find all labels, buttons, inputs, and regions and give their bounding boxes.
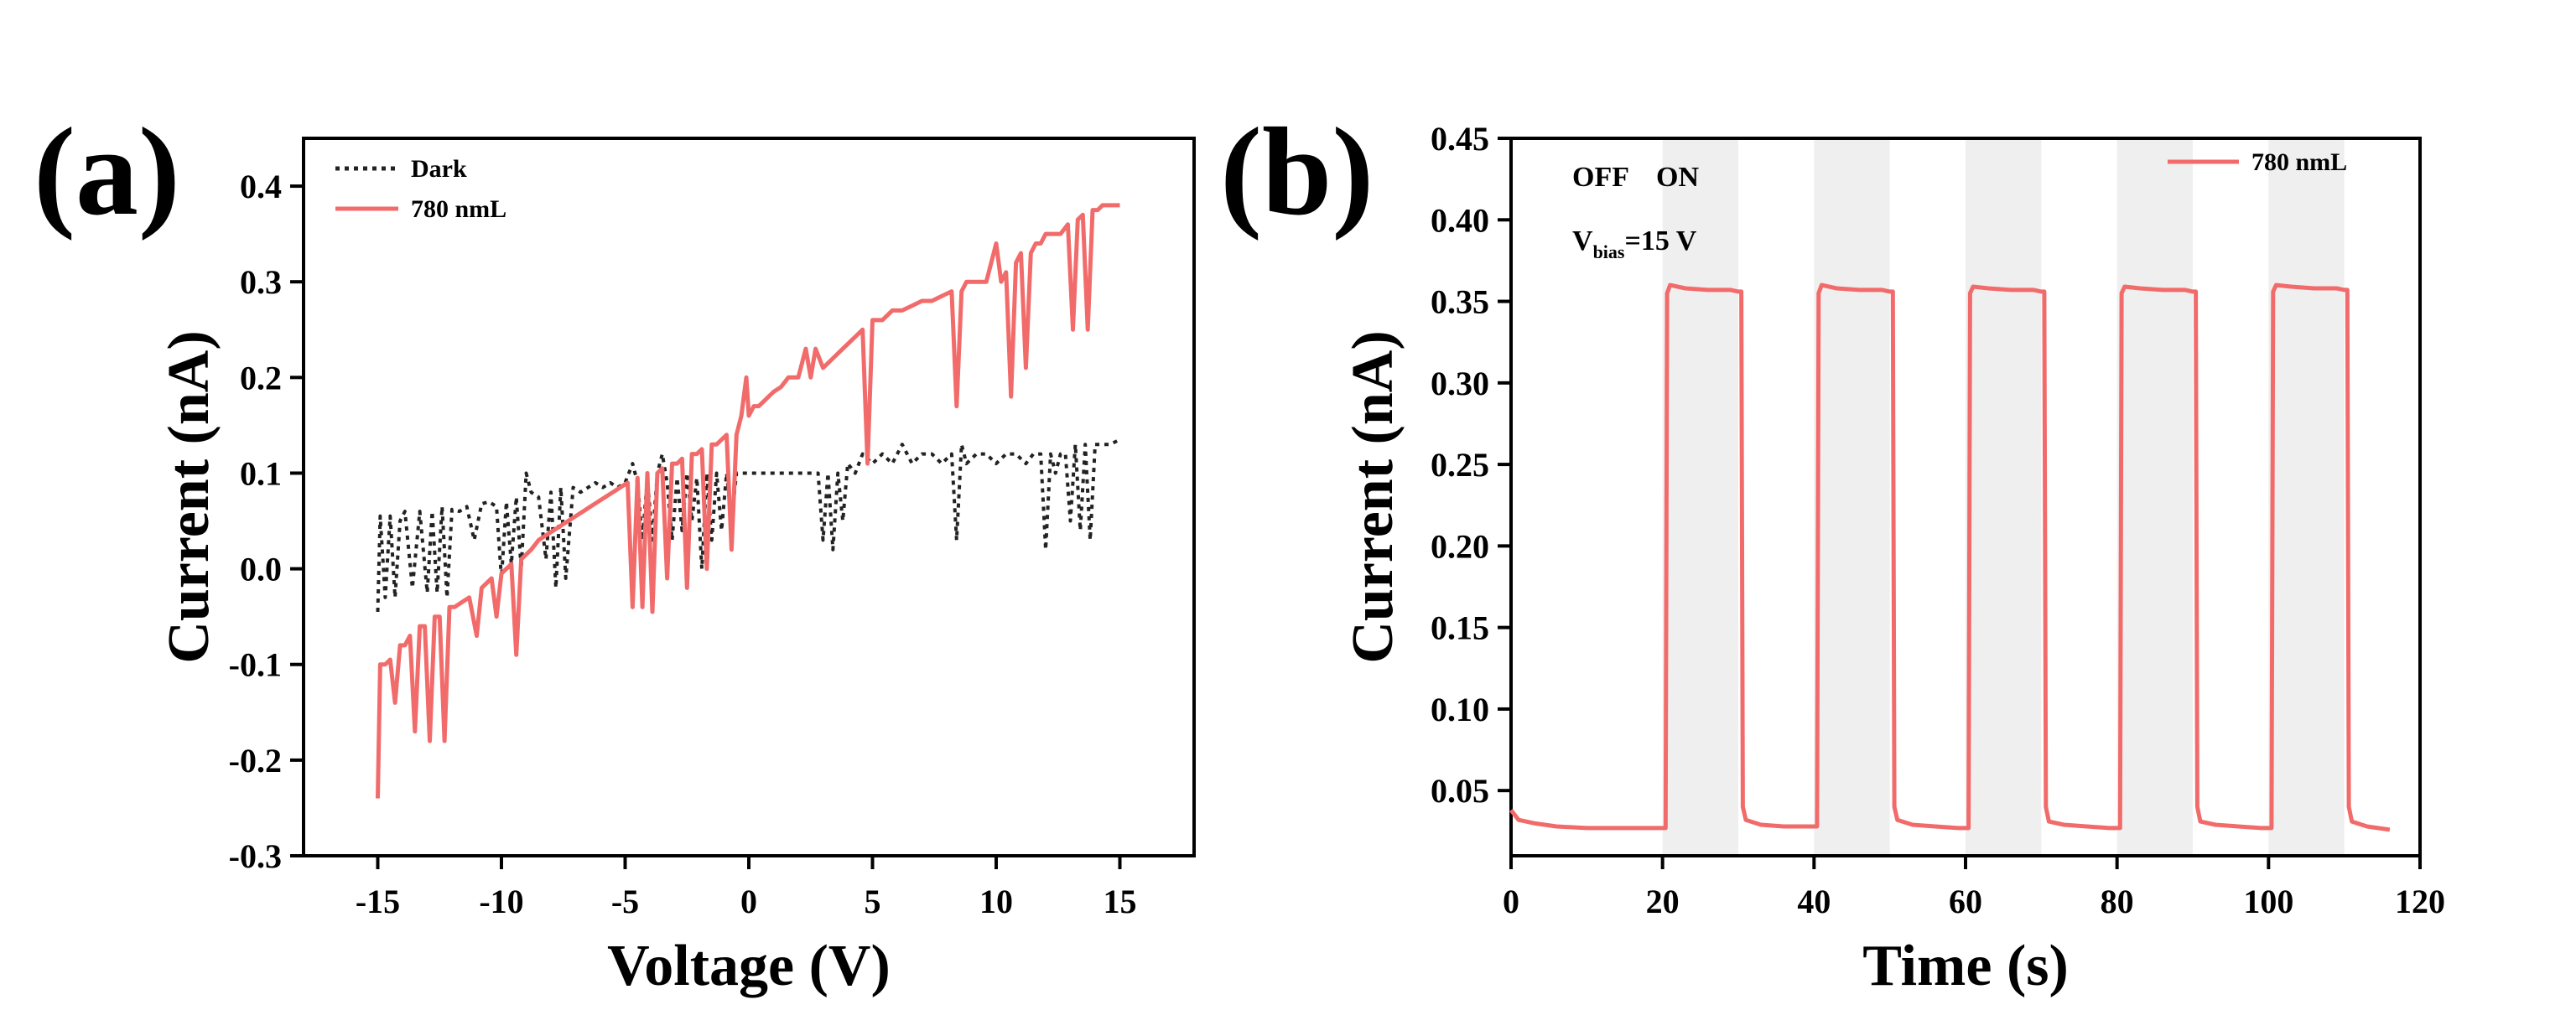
y-tick-label: -0.1	[229, 646, 282, 684]
legend-light-label: 780 nmL	[411, 195, 506, 223]
panel-a-chart: (a) -15 -10 -5 0 5 10 15 -0.3 -0.2 -0.1 0.0 0.1 0.2 0…	[34, 102, 1196, 998]
y-tick-label: 0.45	[1431, 120, 1489, 158]
y-tick-label: 0.05	[1431, 772, 1489, 810]
series-line-780-nml	[376, 203, 1120, 799]
panel-a-label: (a)	[34, 102, 180, 241]
x-tick-label: 0	[740, 883, 757, 920]
y-tick-label: -0.3	[229, 837, 282, 875]
x-tick-label: 40	[1797, 883, 1831, 920]
y-tick-label: 0.30	[1431, 365, 1489, 402]
panel-b-chart: (b) 0 20 40 60 80 100 1200.050.100.150.200.250…	[1220, 102, 2445, 998]
legend-dark-label: Dark	[411, 155, 467, 183]
on-period-band-1	[1662, 138, 1738, 856]
y-tick-label: 0.2	[240, 359, 282, 396]
bias-annotation: Vbias=15 V	[1572, 225, 1697, 262]
x-tick-label: 120	[2395, 883, 2445, 920]
series-line-780-nml	[1509, 282, 2391, 832]
panel-a-ticks: -15 -10 -5 0 5 10 15 -0.3 -0.2 -0.1 0.0 0.1 0.2 0.3 0.…	[229, 168, 1137, 920]
series-line-dark	[376, 438, 1121, 613]
y-tick-label: 0.35	[1431, 283, 1489, 321]
y-tick-label: 0.3	[240, 263, 282, 301]
panel-b-series	[1509, 282, 2391, 832]
legend-b-label: 780 nmL	[2251, 148, 2347, 176]
panel-a-y-axis-title: Current (nA)	[157, 330, 221, 663]
x-tick-label: 10	[979, 883, 1013, 920]
y-tick-label: 0.0	[240, 551, 282, 588]
y-tick-label: 0.4	[240, 168, 282, 205]
panel-b-y-axis-title: Current (nA)	[1341, 330, 1405, 663]
x-tick-label: -15	[356, 883, 400, 920]
panel-b-on-bands	[1662, 138, 2345, 856]
y-tick-label: 0.40	[1431, 201, 1489, 239]
on-label: ON	[1656, 162, 1699, 193]
y-tick-label: 0.25	[1431, 446, 1489, 484]
x-tick-label: 5	[865, 883, 881, 920]
off-label: OFF	[1572, 162, 1629, 193]
panel-b-x-axis-title: Time (s)	[1862, 934, 2069, 998]
panel-a-legend: Dark 780 nmL	[335, 155, 506, 223]
x-tick-label: 80	[2101, 883, 2134, 920]
x-tick-label: 100	[2243, 883, 2293, 920]
bias-value: =15 V	[1624, 225, 1696, 256]
panel-b-ticks: 0 20 40 60 80 100 120 0.05 0.10 0.15 0.20 0.25 0.30 0…	[1431, 120, 2445, 920]
y-tick-label: 0.1	[240, 454, 282, 492]
x-tick-label: -5	[611, 883, 639, 920]
on-period-band-3	[1966, 138, 2042, 856]
panel-b-label: (b)	[1220, 102, 1374, 241]
panel-a-series	[376, 203, 1121, 799]
y-tick-label: 0.10	[1431, 691, 1489, 728]
y-tick-label: 0.20	[1431, 527, 1489, 565]
y-tick-label: 0.15	[1431, 609, 1489, 647]
on-period-band-5	[2268, 138, 2345, 856]
x-tick-label: 60	[1949, 883, 1982, 920]
panel-b-legend: 780 nmL	[2168, 148, 2347, 176]
on-period-band-4	[2116, 138, 2193, 856]
x-tick-label: 20	[1646, 883, 1680, 920]
bias-prefix: V	[1572, 225, 1593, 256]
y-tick-label: -0.2	[229, 742, 282, 780]
panel-a-x-axis-title: Voltage (V)	[607, 934, 891, 998]
bias-subscript: bias	[1593, 241, 1625, 262]
x-tick-label: 0	[1503, 883, 1519, 920]
on-period-band-2	[1814, 138, 1890, 856]
x-tick-label: -10	[479, 883, 523, 920]
x-tick-label: 15	[1104, 883, 1137, 920]
